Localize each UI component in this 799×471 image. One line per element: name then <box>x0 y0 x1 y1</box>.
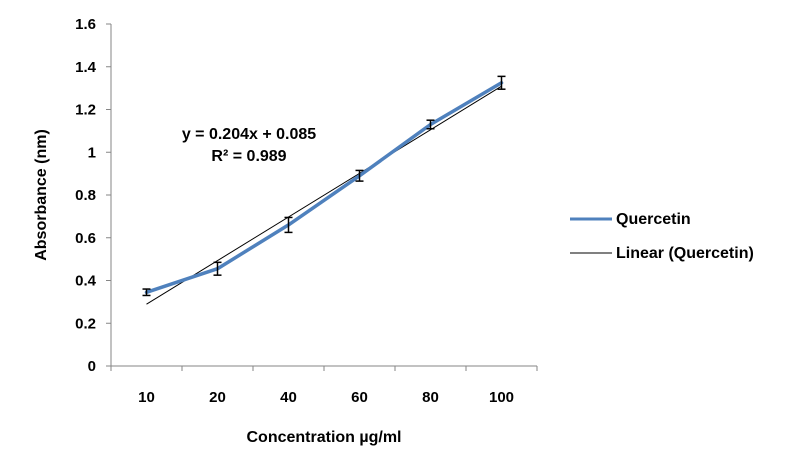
y-tick-label: 1 <box>88 144 96 161</box>
series-line-1 <box>144 81 504 295</box>
x-tick-label: 80 <box>422 389 439 406</box>
x-axis-title: Concentration µg/ml <box>247 429 402 446</box>
y-axis-title: Absorbance (nm) <box>33 129 50 261</box>
legend: Quercetin Linear (Quercetin) <box>570 211 754 262</box>
y-tick-label: 0.2 <box>75 315 96 332</box>
legend-label-linear: Linear (Quercetin) <box>616 245 754 262</box>
trendline-equation: y = 0.204x + 0.085 <box>182 126 316 143</box>
y-tick-label: 0.6 <box>75 230 96 247</box>
x-tick-label: 40 <box>280 389 297 406</box>
x-tick-label: 20 <box>209 389 226 406</box>
legend-label-quercetin: Quercetin <box>616 211 691 228</box>
y-tick-label: 1.2 <box>75 102 96 119</box>
x-tick-label: 100 <box>489 389 514 406</box>
x-tick-label: 60 <box>351 389 368 406</box>
trendline <box>146 85 502 305</box>
y-tick-label: 0.8 <box>75 187 96 204</box>
y-ticks: 0 0.2 0.4 0.6 0.8 1 1.2 1.4 1.6 <box>75 16 111 375</box>
x-tick-label: 10 <box>138 389 155 406</box>
plot-area <box>142 75 506 305</box>
y-tick-label: 0.4 <box>75 273 97 290</box>
y-tick-label: 0 <box>88 358 96 375</box>
r-squared-label: R² = 0.989 <box>211 148 286 165</box>
y-tick-label: 1.6 <box>75 16 96 33</box>
y-tick-label: 1.4 <box>75 59 97 76</box>
x-ticks: 10 20 40 60 80 100 <box>110 366 538 406</box>
